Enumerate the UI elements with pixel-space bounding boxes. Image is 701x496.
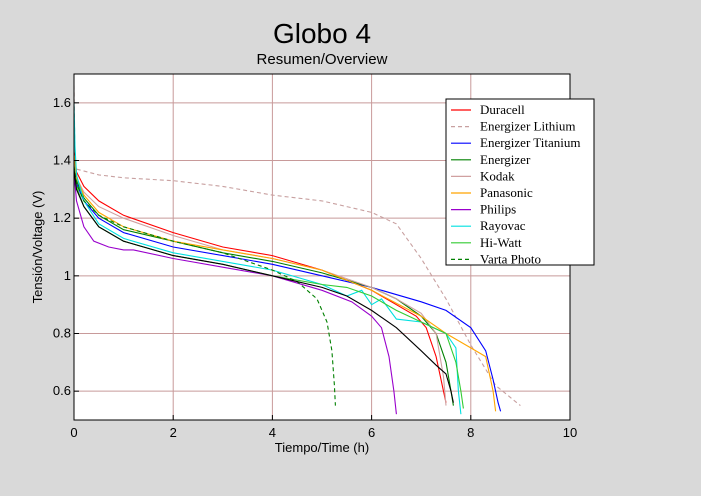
y-tick-label: 0.8: [53, 326, 71, 341]
x-axis-label: Tiempo/Time (h): [275, 440, 369, 455]
legend-label: Duracell: [480, 102, 525, 117]
legend-label: Energizer Titanium: [480, 135, 581, 150]
x-tick-label: 0: [70, 425, 77, 440]
ticks: 0 2 4 6 8 10 0.6 0.8 1 1.2 1.4 1.6: [53, 95, 577, 440]
legend-label: Varta Photo: [480, 251, 541, 266]
series-line-energizer-lithium: [74, 85, 521, 407]
legend-label: Panasonic: [480, 185, 533, 200]
y-tick-label: 1.4: [53, 153, 71, 168]
legend-label: Kodak: [480, 168, 515, 183]
legend-box: [445, 98, 595, 266]
x-tick-label: 10: [563, 425, 577, 440]
legend-label: Energizer Lithium: [480, 119, 575, 134]
x-tick-label: 4: [269, 425, 276, 440]
series-line-panasonic: [74, 154, 497, 412]
series-line-energizer: [74, 160, 454, 406]
x-tick-label: 8: [467, 425, 474, 440]
legend-label: Philips: [480, 202, 516, 217]
y-tick-label: 1.2: [53, 210, 71, 225]
series-line-varta-photo: [74, 166, 336, 406]
legend-label: Hi-Watt: [480, 235, 522, 250]
y-tick-label: 0.6: [53, 383, 71, 398]
x-tick-label: 2: [170, 425, 177, 440]
legend-label: Rayovac: [480, 218, 526, 233]
series-line-energizer-titanium: [74, 160, 502, 412]
y-tick-label: 1: [64, 268, 71, 283]
series-group: [74, 85, 521, 415]
y-axis-label: Tensión/Voltage (V): [30, 191, 45, 304]
series-line-duracell: [74, 148, 447, 403]
series-line-unlabeled-10: [74, 169, 454, 403]
series-line-philips: [74, 171, 397, 415]
chart-subtitle: Resumen/Overview: [257, 51, 388, 68]
y-tick-label: 1.6: [53, 95, 71, 110]
x-tick-label: 6: [368, 425, 375, 440]
legend-label: Energizer: [480, 152, 531, 167]
chart-title: Globo 4: [273, 18, 371, 49]
